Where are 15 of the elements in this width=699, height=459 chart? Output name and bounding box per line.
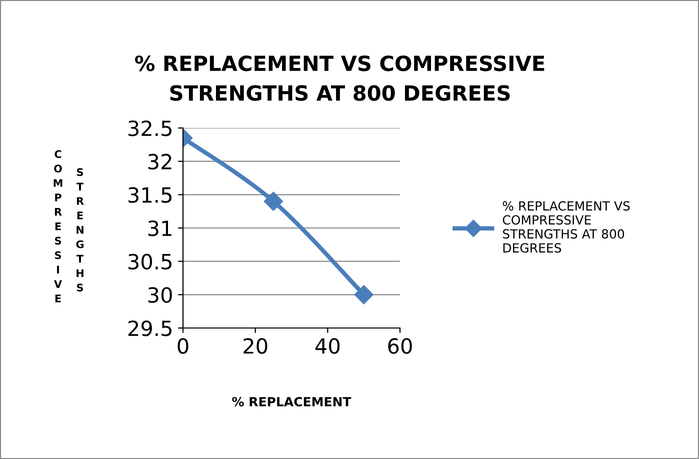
y-tick-label: 32 xyxy=(148,154,172,170)
x-axis-title: % REPLACEMENT xyxy=(232,396,352,406)
text: COMPRESSIVE STRENGTHS xyxy=(54,150,84,302)
x-tick-label: 0 xyxy=(178,338,188,354)
x-tick-label: 40 xyxy=(315,338,340,354)
y-tick-label: 31 xyxy=(148,220,172,236)
y-tick-label: 30.5 xyxy=(128,254,172,270)
chart-title: % REPLACEMENT VS COMPRESSIVE STRENGTHS AT 800 DEGREES xyxy=(135,55,544,101)
y-tick-label: 31.5 xyxy=(128,187,172,203)
x-tick-label: 20 xyxy=(244,338,268,354)
y-tick-label: 32.5 xyxy=(128,120,172,136)
y-tick-label: 29.5 xyxy=(128,320,172,336)
y-tick-label: 30 xyxy=(148,287,172,303)
legend-label: % REPLACEMENT VS COMPRESSIVE STRENGTHS AT 800 DEGREES xyxy=(502,201,630,253)
x-tick-label: 60 xyxy=(388,338,412,354)
